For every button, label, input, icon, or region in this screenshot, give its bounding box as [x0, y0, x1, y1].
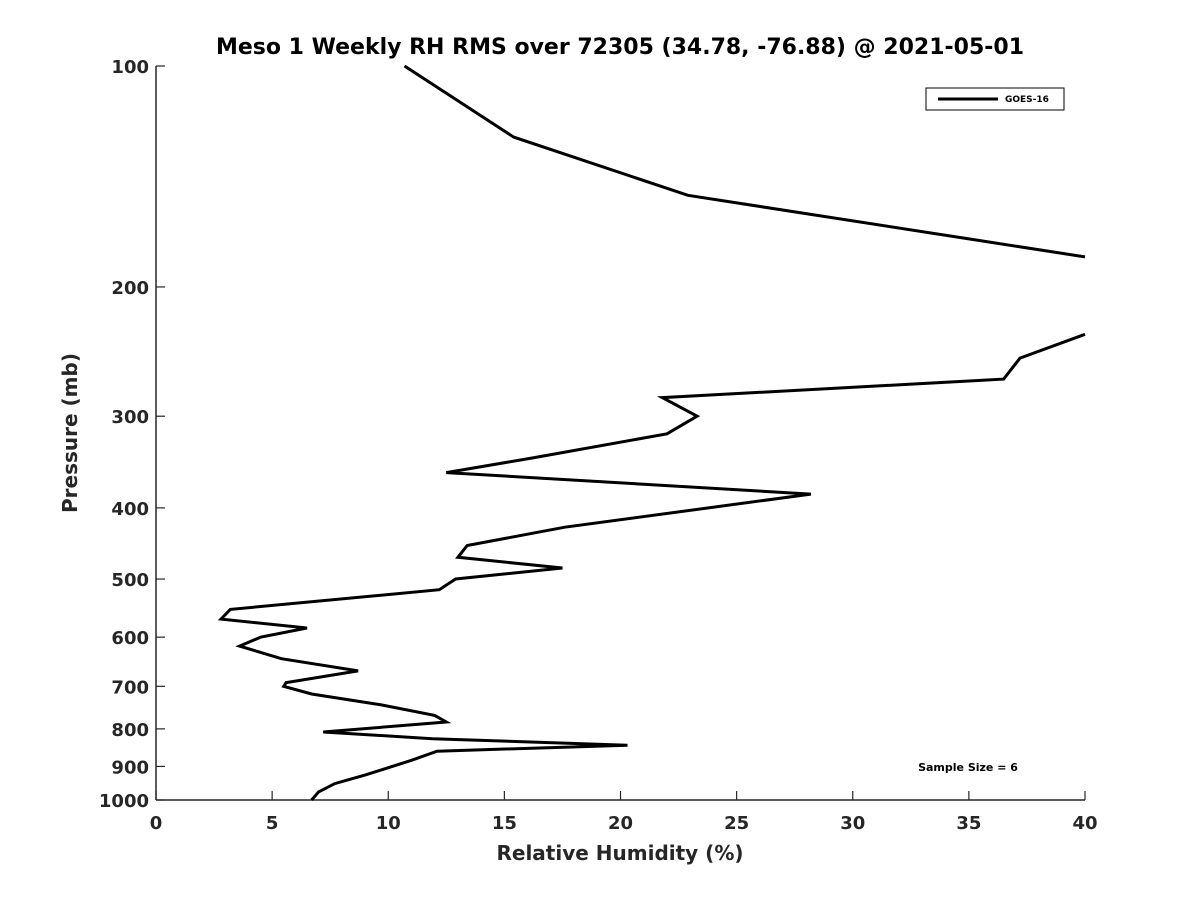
- x-axis-label: Relative Humidity (%): [496, 841, 743, 865]
- x-tick-label: 25: [724, 813, 749, 834]
- y-tick-label: 700: [111, 677, 149, 698]
- x-tick-label: 0: [150, 813, 163, 834]
- legend-label-goes-16: GOES-16: [1005, 95, 1049, 105]
- y-axis-ticks: 100 200 300 400 500 600 700 800 900 1000: [99, 57, 165, 812]
- x-tick-label: 40: [1072, 813, 1097, 834]
- y-tick-label: 900: [111, 757, 149, 778]
- x-tick-label: 20: [608, 813, 633, 834]
- y-tick-label: 1000: [99, 791, 149, 812]
- y-tick-label: 400: [111, 499, 149, 520]
- y-tick-label: 200: [111, 278, 149, 299]
- x-tick-label: 35: [956, 813, 981, 834]
- y-tick-label: 600: [111, 628, 149, 649]
- y-tick-label: 800: [111, 720, 149, 741]
- series-line-goes-16-segment-1: [403, 64, 1086, 259]
- y-tick-label: 300: [111, 407, 149, 428]
- y-tick-label: 100: [111, 57, 149, 78]
- sample-size-annotation: Sample Size = 6: [918, 761, 1018, 774]
- series-line-goes-16-segment-2: [217, 332, 1086, 801]
- x-tick-label: 15: [492, 813, 517, 834]
- legend: GOES-16: [925, 87, 1065, 111]
- x-tick-label: 30: [840, 813, 865, 834]
- x-tick-label: 5: [266, 813, 279, 834]
- y-tick-label: 500: [111, 570, 149, 591]
- series-layer: [217, 64, 1086, 801]
- y-axis-label: Pressure (mb): [58, 353, 82, 513]
- chart-title: Meso 1 Weekly RH RMS over 72305 (34.78, …: [216, 35, 1024, 60]
- x-axis-ticks: 0 5 10 15 20 25 30 35 40: [150, 791, 1098, 834]
- x-tick-label: 10: [376, 813, 401, 834]
